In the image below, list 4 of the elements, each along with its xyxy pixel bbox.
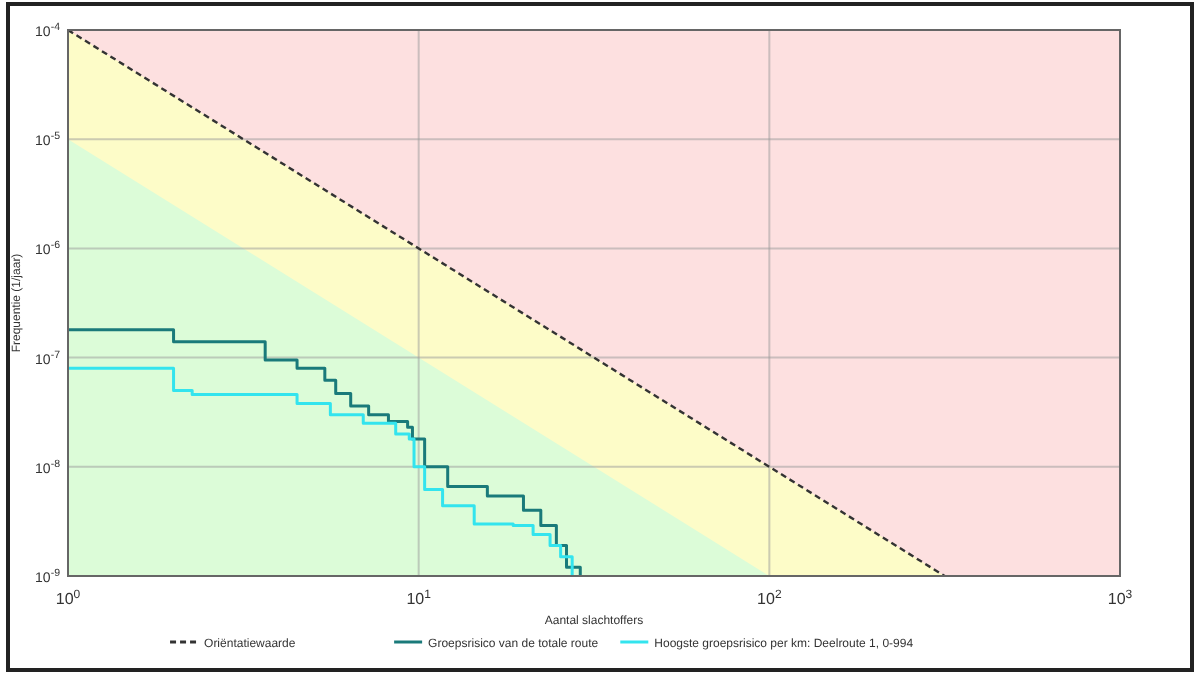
x-tick-label: 10$^{0}$ — [55, 588, 82, 608]
x-tick-label: 10$^{2}$ — [757, 588, 783, 608]
x-tick-label: 10$^{1}$ — [406, 588, 433, 608]
x-tick-label: 10$^{3}$ — [1107, 588, 1134, 608]
